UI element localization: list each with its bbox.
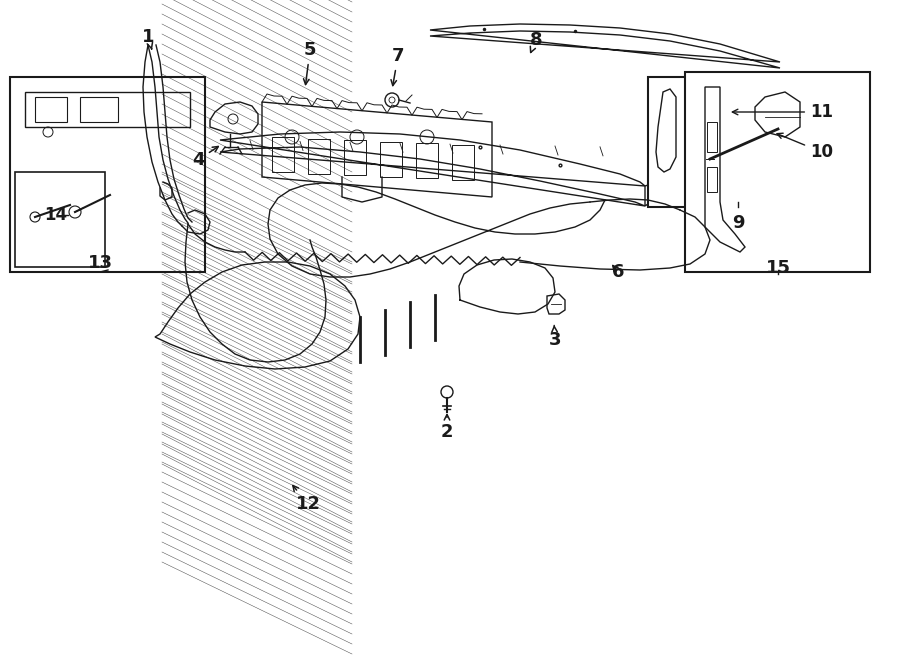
Bar [35,97,67,122]
Bar [15,172,105,267]
Bar [648,77,828,207]
Bar [344,140,366,175]
Bar [452,144,474,179]
Text: 10: 10 [777,133,833,161]
Bar [416,143,438,178]
Bar [80,97,118,122]
Bar [272,137,294,172]
Text: 13: 13 [87,254,112,272]
Text: 15: 15 [766,259,790,277]
Text: 9: 9 [732,214,744,232]
Bar [707,122,717,152]
Bar [10,77,205,272]
Text: 12: 12 [292,485,320,513]
Bar [308,138,330,173]
Text: 7: 7 [391,47,404,85]
Text: 2: 2 [441,414,454,441]
Bar [707,167,717,192]
Text: 1: 1 [142,28,154,49]
Text: 4: 4 [192,146,219,169]
Text: 6: 6 [612,263,625,281]
Text: 5: 5 [303,41,316,85]
Text: 8: 8 [530,31,543,52]
Bar [685,72,870,272]
Bar [380,142,402,177]
Text: 3: 3 [549,326,562,349]
Text: 14: 14 [44,206,68,224]
Text: 11: 11 [733,103,833,121]
